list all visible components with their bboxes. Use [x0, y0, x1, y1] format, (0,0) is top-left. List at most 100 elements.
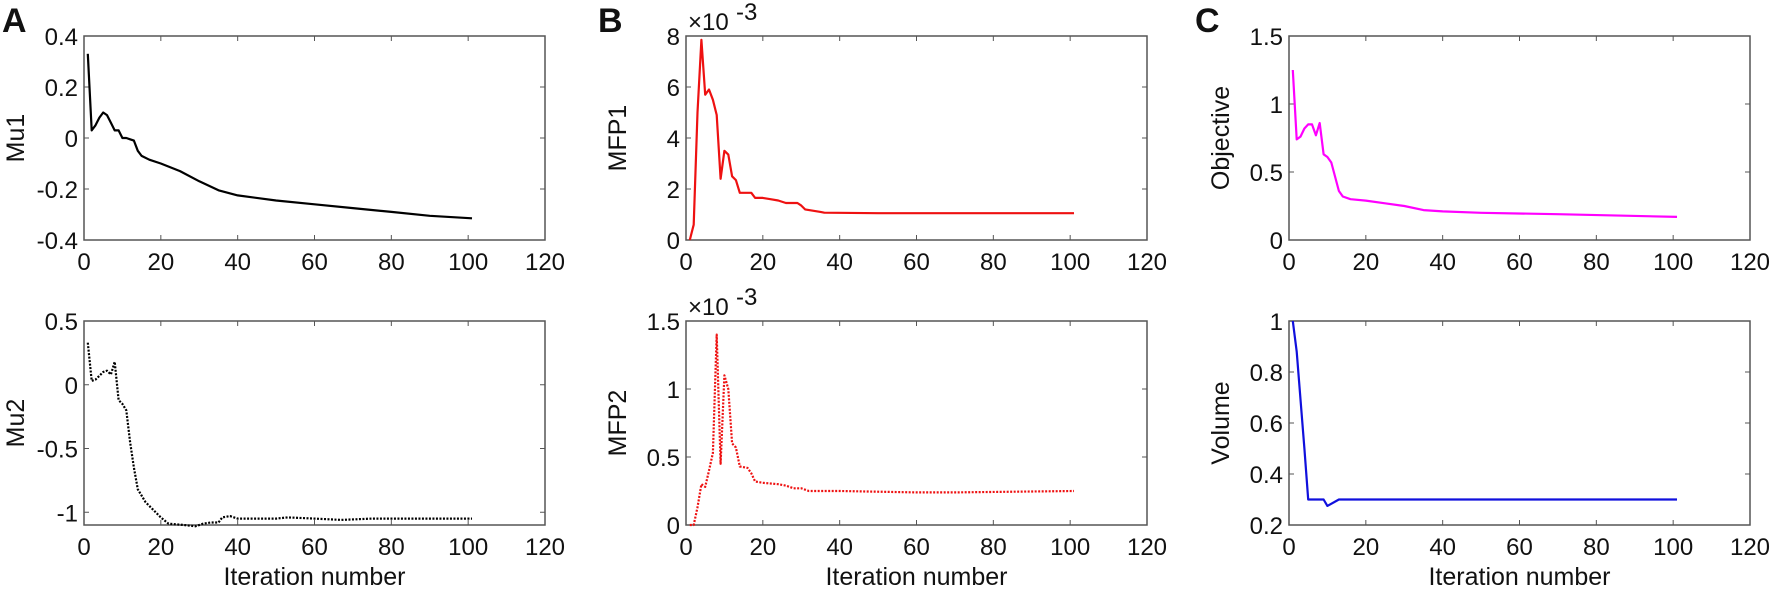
x-tick-label: 60: [1506, 249, 1533, 276]
y-tick-label: 1: [667, 377, 680, 404]
x-tick-label: 40: [826, 534, 853, 561]
series-line-mfp1: [690, 40, 1074, 240]
y-axis-label: MFP1: [604, 105, 632, 172]
panel-letter-c: C: [1195, 2, 1220, 40]
x-tick-label: 40: [224, 534, 251, 561]
x-tick-label: 40: [224, 249, 251, 276]
axes-box: [84, 321, 545, 525]
x-tick-label: 120: [1730, 249, 1770, 276]
x-tick-label: 120: [525, 534, 565, 561]
x-tick-label: 80: [980, 249, 1007, 276]
exponent-base: ×10: [688, 9, 729, 36]
y-tick-label: 0.5: [1250, 160, 1283, 187]
x-tick-label: 120: [1127, 249, 1167, 276]
x-tick-label: 60: [903, 534, 930, 561]
x-tick-label: 60: [301, 534, 328, 561]
x-tick-label: 60: [903, 249, 930, 276]
y-tick-label: 0.2: [1250, 513, 1283, 540]
y-axis-label: Objective: [1207, 86, 1235, 190]
y-axis-label: Mu1: [2, 114, 30, 163]
y-tick-label: 6: [667, 75, 680, 102]
x-tick-label: 100: [448, 249, 488, 276]
x-tick-label: 40: [1429, 249, 1456, 276]
y-tick-label: 4: [667, 126, 680, 153]
x-tick-label: 0: [679, 249, 692, 276]
x-tick-label: 20: [749, 534, 776, 561]
y-tick-label: -0.5: [37, 437, 78, 464]
x-tick-label: 100: [1653, 534, 1693, 561]
y-tick-label: 0.8: [1250, 360, 1283, 387]
y-tick-label: 8: [667, 24, 680, 51]
x-axis-label: Iteration number: [1428, 563, 1610, 586]
x-tick-label: 120: [1730, 534, 1770, 561]
y-axis-label: Volume: [1207, 381, 1235, 464]
y-tick-label: 0.4: [1250, 462, 1283, 489]
x-tick-label: 0: [1282, 249, 1295, 276]
y-tick-label: 1.5: [647, 309, 680, 336]
x-axis-label: Iteration number: [825, 563, 1007, 586]
y-tick-label: 0: [667, 228, 680, 255]
x-tick-label: 100: [1050, 249, 1090, 276]
x-tick-label: 100: [448, 534, 488, 561]
x-tick-label: 20: [1352, 249, 1379, 276]
y-tick-label: 0.6: [1250, 411, 1283, 438]
subplot-objective: 0 20 40 60 80 100 120 0 0.5 1 1.5 Objective: [1207, 24, 1770, 276]
panel-letter-a: A: [2, 2, 27, 40]
exponent-base: ×10: [688, 294, 729, 321]
x-axis-label: Iteration number: [223, 563, 405, 586]
y-axis-label: Mu2: [2, 399, 30, 448]
x-tick-label: 0: [77, 249, 90, 276]
y-tick-label: 1: [1270, 309, 1283, 336]
y-tick-label: 0.4: [45, 24, 78, 51]
x-tick-label: 20: [1352, 534, 1379, 561]
x-tick-label: 60: [301, 249, 328, 276]
y-tick-label: -0.2: [37, 177, 78, 204]
series-line-mfp2: [690, 335, 1074, 525]
subplot-mu2: 0 20 40 60 80 100 120 -1 -0.5 0 0.5 Mu2 Iteration nu…: [2, 309, 565, 586]
y-tick-label: 0.5: [45, 309, 78, 336]
x-tick-label: 80: [1583, 534, 1610, 561]
x-tick-label: 20: [147, 249, 174, 276]
x-tick-label: 0: [1282, 534, 1295, 561]
exponent-power: -3: [736, 0, 757, 26]
x-tick-label: 20: [147, 534, 174, 561]
exponent-power: -3: [736, 284, 757, 311]
y-tick-label: 0: [667, 513, 680, 540]
series-line-volume: [1293, 321, 1677, 506]
x-tick-label: 80: [378, 534, 405, 561]
x-tick-label: 120: [525, 249, 565, 276]
axes-box: [686, 321, 1147, 525]
y-tick-label: -0.4: [37, 228, 78, 255]
y-tick-label: 0.2: [45, 75, 78, 102]
x-tick-label: 120: [1127, 534, 1167, 561]
axes-box: [1289, 321, 1750, 525]
y-tick-label: 1.5: [1250, 24, 1283, 51]
x-tick-label: 0: [679, 534, 692, 561]
y-tick-label: 0.5: [647, 445, 680, 472]
x-tick-label: 80: [1583, 249, 1610, 276]
y-axis-label: MFP2: [604, 390, 632, 457]
axes-box: [84, 36, 545, 240]
axes-box: [686, 36, 1147, 240]
subplot-mfp2: 0 20 40 60 80 100 120 0 0.5 1 1.5 MFP2 Iteration num…: [604, 284, 1167, 586]
y-tick-label: 0: [1270, 228, 1283, 255]
axes-box: [1289, 36, 1750, 240]
y-tick-label: 1: [1270, 92, 1283, 119]
y-tick-label: 2: [667, 177, 680, 204]
series-line-mu1: [88, 54, 472, 219]
x-tick-label: 100: [1050, 534, 1090, 561]
x-tick-label: 60: [1506, 534, 1533, 561]
x-tick-label: 100: [1653, 249, 1693, 276]
panel-letter-b: B: [598, 2, 623, 40]
series-line-objective: [1293, 70, 1677, 217]
x-tick-label: 0: [77, 534, 90, 561]
x-tick-label: 80: [980, 534, 1007, 561]
y-tick-label: -1: [57, 500, 78, 527]
y-tick-label: 0: [65, 373, 78, 400]
series-line-mu2: [88, 343, 472, 527]
x-tick-label: 80: [378, 249, 405, 276]
x-tick-label: 40: [826, 249, 853, 276]
